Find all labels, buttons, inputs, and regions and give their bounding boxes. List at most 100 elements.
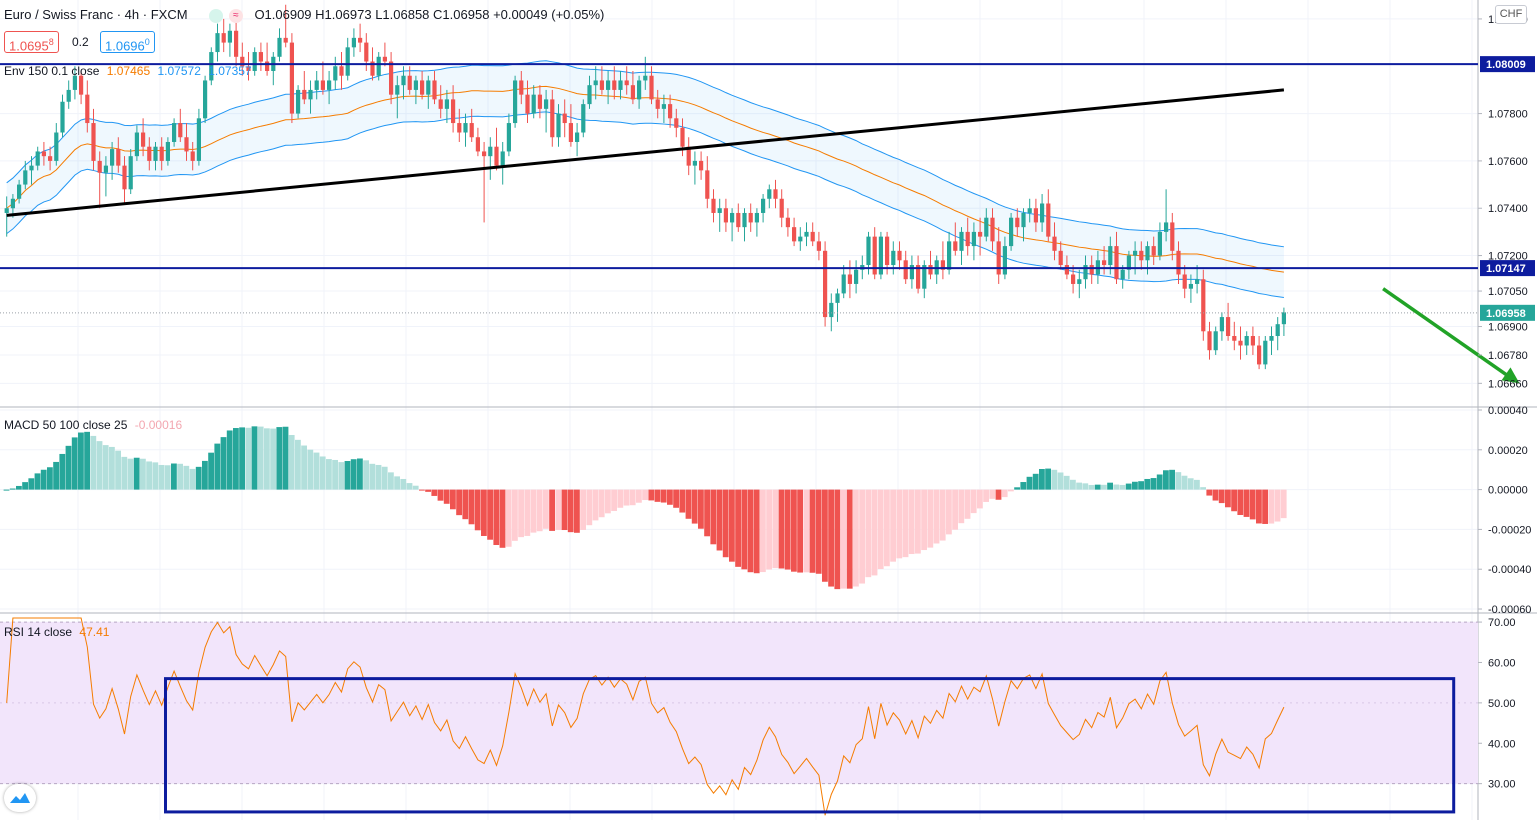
macd-bar	[933, 489, 940, 544]
candle-body	[866, 236, 871, 266]
candle-body	[854, 269, 859, 284]
envelope-basis-line	[6, 85, 1284, 273]
macd-histogram	[3, 426, 1287, 590]
macd-bar	[1156, 474, 1163, 490]
candle-body	[1201, 279, 1206, 332]
macd-bar	[952, 489, 958, 530]
candle-body	[469, 123, 474, 138]
macd-bar	[1113, 484, 1120, 490]
candle-body	[519, 80, 524, 95]
close-value: C1.06958	[433, 7, 490, 22]
macd-bar	[586, 489, 593, 526]
macd-bar	[282, 426, 289, 490]
macd-bar	[815, 489, 822, 574]
candle-body	[1015, 217, 1020, 228]
sell-button[interactable]: 1.06958	[4, 31, 59, 53]
macd-bar	[660, 489, 667, 503]
macd-bar	[1218, 489, 1225, 504]
candle-body	[996, 241, 1001, 275]
delay-icon: ≈	[228, 8, 243, 23]
macd-bar	[1212, 489, 1219, 501]
candle-body	[122, 165, 127, 190]
macd-bar	[177, 463, 183, 490]
candle-body	[847, 274, 852, 284]
candle-body	[54, 132, 59, 161]
candle-body	[463, 123, 468, 133]
candle-series	[4, 4, 1286, 370]
candle-body	[432, 80, 437, 100]
macd-bar	[797, 489, 803, 573]
envelope-legend[interactable]: Env 150 0.1 close 1.07465 1.07572 1.0735…	[4, 64, 252, 78]
macd-bar	[350, 459, 357, 490]
macd-bar	[1268, 489, 1275, 524]
candle-body	[1244, 336, 1249, 346]
candle-body	[1176, 250, 1181, 275]
candle-body	[767, 189, 772, 199]
macd-bar	[22, 482, 28, 490]
candle-body	[153, 146, 158, 161]
price-label-text: 1.07147	[1486, 263, 1526, 275]
candle-body	[903, 260, 908, 280]
macd-bar	[654, 489, 661, 502]
candle-body	[630, 85, 635, 100]
macd-legend[interactable]: MACD 50 100 close 25 -0.00016	[4, 418, 182, 432]
macd-bar	[995, 489, 1002, 500]
candle-body	[947, 241, 952, 270]
macd-bar	[1249, 489, 1256, 520]
spread-label: 0.2	[72, 35, 89, 49]
candle-body	[736, 212, 741, 228]
candle-body	[810, 231, 815, 242]
macd-bar	[753, 489, 760, 574]
candle-body	[4, 208, 9, 213]
macd-bar	[226, 430, 233, 490]
sell-price-fraction: 8	[48, 37, 54, 47]
macd-bar	[617, 489, 624, 508]
candle-body	[23, 170, 28, 185]
candle-body	[345, 47, 350, 76]
candle-body	[1009, 217, 1014, 247]
macd-bar	[518, 489, 524, 538]
macd-bar	[543, 489, 549, 529]
axis-label: 1.06780	[1488, 350, 1528, 362]
macd-bar	[1144, 478, 1151, 490]
envelope-upper-value: 1.07572	[157, 64, 201, 78]
macd-bar	[202, 460, 208, 490]
rsi-legend[interactable]: RSI 14 close 47.41	[4, 625, 109, 639]
macd-bar	[1225, 489, 1231, 508]
macd-bar	[1039, 469, 1045, 490]
currency-button[interactable]: CHF	[1495, 5, 1527, 24]
rsi-highlight-box	[164, 677, 1456, 814]
macd-bar	[567, 489, 574, 533]
symbol-header[interactable]: Euro / Swiss Franc · 4h · FXCM ≈ O1.0690…	[4, 7, 604, 23]
macd-bar	[474, 489, 481, 531]
candle-body	[196, 118, 201, 161]
macd-bar	[1206, 489, 1213, 496]
macd-bar	[109, 446, 115, 490]
candle-body	[674, 118, 679, 128]
macd-bar	[598, 489, 605, 518]
candle-body	[599, 80, 604, 90]
tradingview-logo[interactable]	[4, 784, 36, 812]
trend-arrow-shaft	[1382, 287, 1513, 380]
price-label-box	[1480, 260, 1535, 277]
candle-body	[103, 165, 108, 173]
candle-body	[1058, 250, 1063, 266]
candle-body	[835, 293, 840, 303]
macd-bar	[251, 426, 258, 490]
buy-button[interactable]: 1.06960	[100, 31, 155, 53]
envelope-indicator	[6, 60, 1284, 299]
candle-body	[550, 99, 555, 138]
macd-bar	[326, 459, 332, 490]
macd-bar	[9, 488, 16, 490]
macd-bar	[381, 466, 388, 490]
macd-bar	[419, 489, 425, 491]
macd-bar	[96, 441, 103, 490]
candle-body	[891, 250, 896, 266]
candle-body	[1120, 269, 1125, 280]
macd-bar	[722, 489, 729, 558]
candle-body	[203, 80, 208, 119]
macd-bar	[859, 489, 865, 584]
candle-body	[1083, 265, 1088, 280]
macd-bar	[400, 478, 407, 490]
